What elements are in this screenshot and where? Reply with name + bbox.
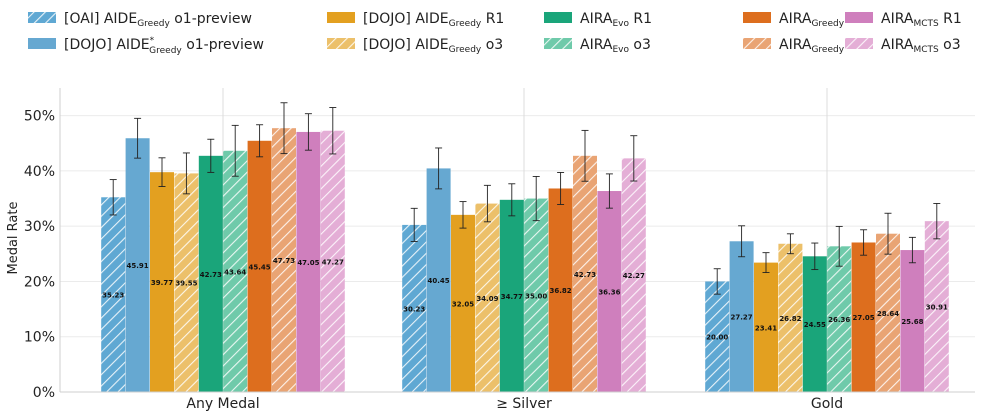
- data-label: 45.91: [127, 262, 149, 270]
- legend-swatch: [845, 38, 873, 49]
- bar: [876, 233, 900, 392]
- y-tick-label: 50%: [24, 109, 55, 125]
- legend-swatch: [327, 12, 355, 23]
- bar: [597, 191, 622, 392]
- bar: [573, 155, 597, 392]
- data-label: 27.05: [853, 314, 875, 322]
- bar: [621, 158, 646, 392]
- data-label: 35.00: [525, 292, 547, 300]
- bar: [223, 150, 248, 392]
- legend-entry: AIRAEvo o3: [580, 37, 651, 55]
- bar: [150, 172, 174, 392]
- data-label: 42.27: [623, 272, 645, 280]
- bar: [705, 281, 730, 392]
- data-label: 42.73: [200, 271, 222, 279]
- legend-swatch: [544, 38, 572, 49]
- y-tick-label: 40%: [24, 164, 55, 180]
- data-label: 26.36: [828, 316, 850, 324]
- bar: [272, 128, 296, 392]
- data-label: 42.73: [574, 271, 596, 279]
- data-label: 34.09: [476, 295, 498, 303]
- bar: [754, 262, 778, 392]
- data-label: 34.77: [501, 293, 523, 301]
- bar: [451, 214, 475, 392]
- legend-entry: AIRAMCTS R1: [881, 11, 962, 29]
- data-label: 25.68: [901, 318, 923, 326]
- bar: [924, 221, 949, 392]
- data-label: 47.73: [273, 257, 295, 265]
- bar: [320, 130, 345, 392]
- legend-swatch: [845, 12, 873, 23]
- legend-entry: [OAI] AIDEGreedy o1-preview: [64, 11, 252, 29]
- legend-swatch: [28, 12, 56, 23]
- axes: 0% 10% 20% 30% 40% 50% Any Medal ≥ Silver Gold: [24, 88, 975, 412]
- x-tick-label: Any Medal: [186, 396, 259, 412]
- legend: [OAI] AIDEGreedy o1-preview [DOJO] AIDE* G…: [28, 11, 962, 56]
- bar: [296, 131, 321, 392]
- bar: [827, 246, 852, 392]
- data-label: 27.27: [731, 314, 753, 322]
- data-label: 20.00: [706, 334, 728, 342]
- data-label: 40.45: [428, 277, 450, 285]
- y-axis-label: Medal Rate: [6, 202, 21, 275]
- data-label: 30.23: [403, 305, 425, 313]
- legend-swatch: [28, 38, 56, 49]
- bar: [426, 168, 451, 392]
- data-label: 39.55: [175, 280, 197, 288]
- data-label: 47.05: [297, 259, 319, 267]
- y-tick-label: 10%: [24, 330, 55, 346]
- legend-swatch: [743, 38, 771, 49]
- legend-entry: [DOJO] AIDEGreedy o3: [363, 37, 503, 55]
- legend-swatch: [544, 12, 572, 23]
- data-label: 24.55: [804, 321, 826, 329]
- legend-entry: [DOJO] AIDEGreedy R1: [363, 11, 504, 29]
- data-label: 45.45: [249, 263, 271, 271]
- y-tick-label: 30%: [24, 219, 55, 235]
- bar: [499, 199, 524, 392]
- x-tick-label: ≥ Silver: [496, 396, 552, 412]
- data-label: 36.36: [598, 289, 620, 297]
- bar: [802, 256, 827, 392]
- data-label: 39.77: [151, 279, 173, 287]
- bar: [475, 203, 500, 392]
- legend-entry: AIRAEvo R1: [580, 11, 652, 29]
- bar: [174, 173, 199, 392]
- legend-swatch: [327, 38, 355, 49]
- bar: [125, 138, 150, 392]
- data-label: 43.64: [224, 268, 246, 276]
- bar: [548, 188, 573, 392]
- bar: [247, 140, 272, 392]
- legend-swatch: [743, 12, 771, 23]
- data-label: 36.82: [550, 287, 572, 295]
- data-label: 30.91: [926, 304, 948, 312]
- data-label: 32.05: [452, 300, 474, 308]
- data-label: 23.41: [755, 324, 777, 332]
- bar: [198, 155, 223, 392]
- data-label: 35.23: [102, 292, 124, 300]
- bar: [402, 224, 427, 392]
- y-tick-label: 0%: [33, 385, 55, 401]
- bar: [101, 197, 126, 392]
- bar: [729, 241, 754, 392]
- bar: [851, 242, 876, 392]
- data-label: 26.82: [779, 315, 801, 323]
- x-tick-label: Gold: [811, 396, 843, 412]
- bar: [900, 250, 925, 392]
- legend-entry: AIRAMCTS o3: [881, 37, 961, 55]
- legend-entry: [DOJO] AIDE* Greedy o1-preview: [64, 36, 264, 56]
- data-label: 47.27: [322, 258, 344, 266]
- data-label: 28.64: [877, 310, 899, 318]
- y-tick-label: 20%: [24, 274, 55, 290]
- bar: [524, 198, 549, 392]
- bar: [778, 243, 803, 392]
